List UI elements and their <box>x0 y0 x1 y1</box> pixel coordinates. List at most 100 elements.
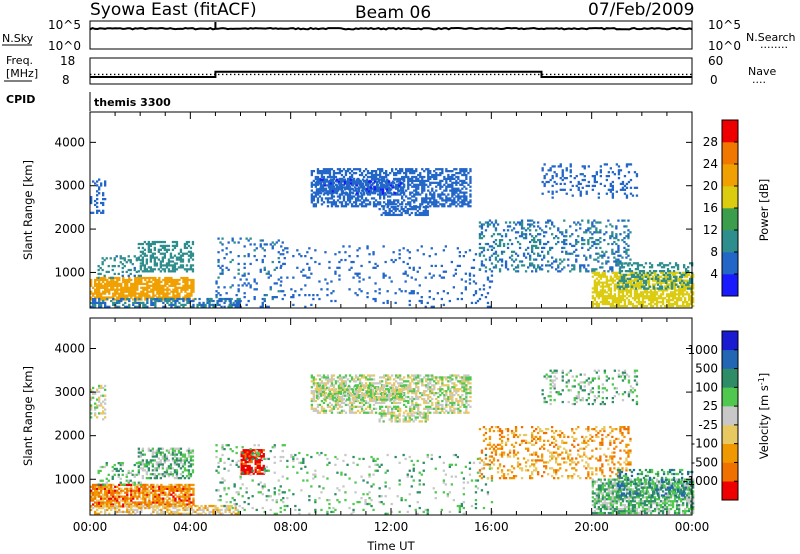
power-cell <box>642 285 646 288</box>
power-cell <box>440 276 444 279</box>
velocity-cell <box>159 453 163 456</box>
velocity-cell <box>96 501 99 504</box>
power-cell <box>339 180 343 183</box>
power-cell <box>119 261 122 264</box>
velocity-cell <box>139 455 143 458</box>
power-cell <box>438 274 442 277</box>
power-cell <box>343 186 347 189</box>
power-cell <box>486 221 490 224</box>
power-cell <box>692 299 695 302</box>
power-cell <box>384 184 387 187</box>
power-cell <box>412 292 415 295</box>
power-cell <box>637 283 641 286</box>
power-cell <box>597 271 601 274</box>
velocity-cell <box>175 469 179 472</box>
power-cell <box>451 173 454 177</box>
power-cell <box>445 197 448 200</box>
power-cell <box>157 240 161 244</box>
power-cell <box>124 280 127 284</box>
power-cell <box>158 299 161 303</box>
power-cell <box>637 295 641 298</box>
power-cell <box>127 268 130 272</box>
power-cell <box>159 260 163 263</box>
velocity-cell <box>172 501 175 504</box>
power-cell <box>338 197 342 200</box>
power-cell <box>643 304 647 308</box>
power-cell <box>585 184 588 188</box>
velocity-cell <box>169 447 173 450</box>
power-cell <box>174 294 177 297</box>
power-cell <box>605 301 609 304</box>
power-cell <box>236 303 239 307</box>
power-cell <box>180 303 183 307</box>
power-cell <box>218 297 221 301</box>
velocity-cell <box>139 481 143 484</box>
velocity-cell <box>156 493 159 496</box>
power-cell <box>627 219 630 222</box>
power-cell <box>159 244 163 248</box>
power-cell <box>150 284 153 287</box>
power-cell <box>480 264 484 267</box>
power-cell <box>625 291 629 294</box>
power-cell <box>116 290 119 293</box>
power-cell <box>277 257 280 260</box>
power-cell <box>482 288 486 291</box>
power-cell <box>253 243 256 246</box>
power-cell <box>396 186 399 189</box>
velocity-cell <box>92 487 95 490</box>
power-cell <box>147 248 151 251</box>
power-cell <box>642 266 646 269</box>
power-cell <box>654 275 658 279</box>
power-cell <box>112 294 115 297</box>
power-cell <box>190 284 193 287</box>
power-cell <box>326 199 330 202</box>
power-cell <box>374 299 377 303</box>
power-cell <box>113 272 116 276</box>
power-cell <box>126 282 129 286</box>
power-cell <box>98 290 101 293</box>
power-cell <box>444 245 448 248</box>
velocity-cell <box>92 495 95 498</box>
power-cell <box>156 297 159 301</box>
power-cell <box>687 270 690 273</box>
power-cell <box>386 184 389 187</box>
power-cell <box>135 257 139 260</box>
power-cell <box>615 237 618 240</box>
velocity-cell <box>90 398 93 401</box>
power-cell <box>166 288 169 291</box>
power-cell <box>175 268 179 271</box>
power-cell <box>132 294 135 297</box>
power-cell <box>329 192 333 195</box>
power-cell <box>469 199 472 202</box>
power-cell <box>411 177 414 181</box>
power-cell <box>154 305 157 308</box>
velocity-cell <box>142 491 145 494</box>
power-cell <box>449 185 452 188</box>
power-cell <box>166 299 169 303</box>
power-cell <box>392 260 395 264</box>
power-cell <box>310 181 314 184</box>
power-cell <box>492 240 496 244</box>
colorbar-swatch <box>722 142 738 165</box>
power-cell <box>603 275 607 278</box>
power-cell <box>336 172 340 175</box>
power-cell <box>603 184 607 188</box>
power-cell <box>341 178 345 181</box>
power-cell <box>165 248 169 251</box>
velocity-cell <box>138 495 141 498</box>
power-cell <box>615 227 618 230</box>
power-cell <box>339 178 343 181</box>
power-cell <box>603 254 606 257</box>
power-cell <box>403 172 406 175</box>
velocity-cell <box>173 449 177 452</box>
power-cell <box>361 186 365 189</box>
velocity-cell <box>154 489 157 492</box>
power-cell <box>520 264 524 267</box>
power-cell <box>101 268 104 272</box>
power-cell <box>383 175 386 179</box>
power-cell <box>150 296 153 299</box>
power-cell <box>175 242 179 246</box>
power-cell <box>138 301 141 305</box>
power-cell <box>253 280 256 283</box>
